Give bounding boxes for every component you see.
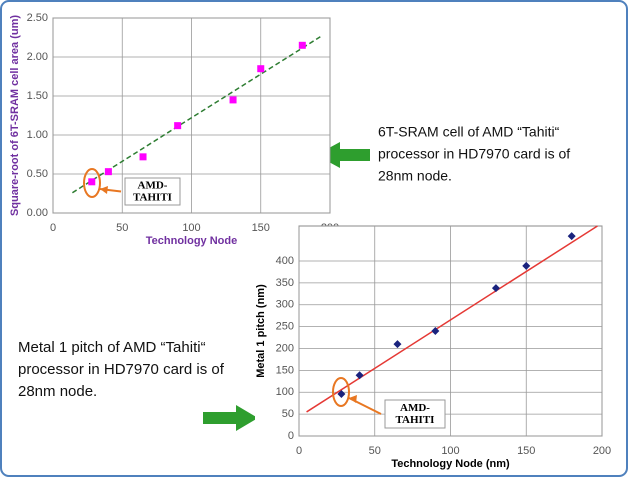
- point: [104, 168, 112, 176]
- note-line: 28nm node.: [378, 168, 452, 184]
- point: [393, 340, 402, 349]
- point: [257, 65, 265, 73]
- callout-arrowhead: [100, 186, 108, 194]
- y-tick-label: 150: [276, 364, 294, 376]
- point: [174, 122, 182, 130]
- point: [567, 232, 576, 241]
- trendline: [306, 225, 598, 413]
- highlight-ellipse: [83, 168, 101, 198]
- point: [139, 153, 147, 161]
- note-line: processor in HD7970 card is of: [378, 146, 570, 162]
- point: [355, 371, 364, 380]
- point: [491, 284, 500, 293]
- point: [88, 178, 96, 186]
- y-tick-label: 1.00: [27, 129, 48, 141]
- callout-arrowhead: [349, 395, 357, 403]
- point: [337, 390, 346, 398]
- x-tick-label: 0: [296, 445, 302, 457]
- x-axis-title: Technology Node: [146, 235, 237, 247]
- y-tick-label: 0: [288, 430, 294, 442]
- y-tick-label: 350: [276, 277, 294, 289]
- callout-box: [124, 177, 181, 206]
- y-tick-label: 2.50: [27, 12, 48, 24]
- x-tick-label: 50: [116, 222, 128, 234]
- x-tick-label: 100: [182, 222, 200, 234]
- x-axis-title: Technology Node (nm): [391, 458, 510, 470]
- x-tick-label: 150: [252, 222, 270, 234]
- note-line: processor in HD7970 card is of: [18, 361, 225, 378]
- y-tick-label: 50: [282, 408, 294, 420]
- y-tick-label: 0.00: [27, 207, 48, 219]
- y-tick-label: 1.50: [27, 90, 48, 102]
- y-tick-label: 2.00: [27, 51, 48, 63]
- note-line: 28nm node.: [18, 383, 97, 400]
- x-tick-label: 150: [517, 445, 535, 457]
- note-line: Metal 1 pitch of AMD “Tahiti“: [18, 339, 206, 356]
- callout-text: AMD-TAHITI: [396, 402, 435, 426]
- y-axis-title: Square-root of 6T-SRAM cell area (um): [9, 15, 21, 216]
- y-axis-title: Metal 1 pitch (nm): [255, 284, 267, 378]
- y-tick-label: 100: [276, 386, 294, 398]
- x-tick-label: 0: [50, 222, 56, 234]
- point: [298, 41, 306, 49]
- point: [522, 261, 531, 270]
- trendline: [71, 36, 321, 194]
- x-tick-label: 50: [369, 445, 381, 457]
- callout-box: [384, 399, 446, 429]
- point: [229, 96, 237, 104]
- y-tick-label: 200: [276, 342, 294, 354]
- y-tick-label: 250: [276, 321, 294, 333]
- highlight-ellipse: [332, 377, 350, 407]
- y-tick-label: 0.50: [27, 168, 48, 180]
- x-tick-label: 100: [441, 445, 459, 457]
- y-tick-label: 300: [276, 299, 294, 311]
- y-tick-label: 400: [276, 255, 294, 267]
- note-line: 6T-SRAM cell of AMD “Tahiti“: [378, 124, 560, 140]
- x-tick-label: 200: [593, 445, 611, 457]
- point: [431, 327, 440, 335]
- callout-text: AMD-TAHITI: [133, 179, 172, 203]
- green-arrow: [203, 405, 258, 431]
